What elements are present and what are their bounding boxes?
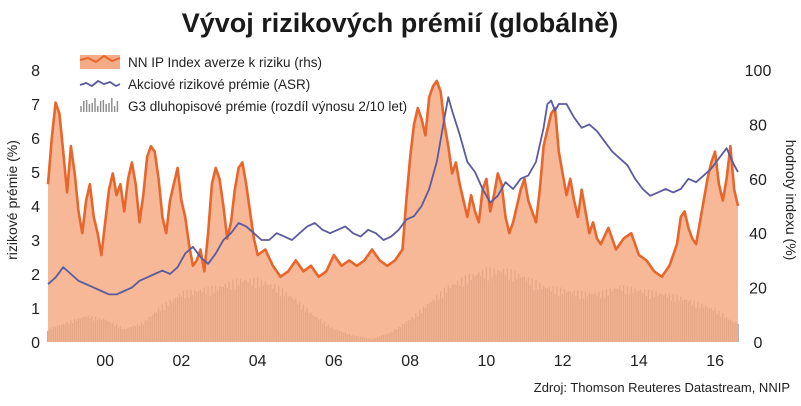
right-tick-label: 40 [749, 226, 767, 243]
legend-swatch-asr [79, 79, 121, 88]
x-tick-label: 10 [477, 353, 495, 370]
right-axis-ticks: 0 20 40 60 80 100 [745, 63, 772, 352]
x-tick-label: 04 [249, 353, 267, 370]
chart-title: Vývoj rizikových prémií (globálně) [182, 8, 619, 38]
legend-label-risk-aversion: NN IP Index averze k riziku (rhs) [128, 55, 322, 70]
x-axis-ticks: 00 02 04 06 08 10 12 14 16 [96, 353, 724, 370]
legend-label-asr: Akciové rizikové prémie (ASR) [128, 77, 310, 92]
risk-aversion-line [46, 79, 740, 278]
left-tick-label: 0 [31, 335, 40, 352]
right-axis-label: hodnoty indexu (%) [783, 140, 799, 261]
legend: NN IP Index averze k riziku (rhs) Akciov… [79, 54, 407, 114]
x-tick-label: 16 [706, 353, 724, 370]
risk-aversion-area [48, 80, 738, 343]
left-tick-label: 6 [31, 131, 40, 148]
equity-risk-premium-line [47, 96, 739, 296]
right-tick-label: 0 [754, 335, 763, 352]
x-tick-label: 06 [325, 353, 343, 370]
source-note: Zdroj: Thomson Reuteres Datastream, NNIP [534, 380, 790, 395]
x-tick-label: 08 [401, 353, 419, 370]
left-tick-label: 4 [31, 199, 40, 216]
legend-swatch-risk-aversion-line [79, 54, 121, 64]
left-tick-label: 2 [31, 267, 40, 284]
x-tick-label: 00 [96, 353, 114, 370]
left-axis-label: rizikové prémie (%) [4, 140, 20, 260]
left-tick-label: 8 [31, 63, 40, 80]
legend-swatch-bond [80, 98, 119, 112]
legend-label-bond: G3 dluhopisové prémie (rozdíl výnosu 2/1… [128, 99, 407, 114]
left-tick-label: 7 [31, 97, 40, 114]
x-tick-label: 14 [630, 353, 648, 370]
left-axis-ticks: 0 1 2 3 4 5 6 7 8 [31, 63, 40, 352]
x-tick-label: 02 [173, 353, 191, 370]
x-tick-label: 12 [554, 353, 572, 370]
right-tick-label: 80 [749, 117, 767, 134]
legend-swatch-risk-aversion [80, 55, 120, 69]
right-tick-label: 20 [749, 281, 767, 298]
left-tick-label: 3 [31, 233, 40, 250]
left-tick-label: 5 [31, 165, 40, 182]
left-tick-label: 1 [31, 301, 40, 318]
right-tick-label: 100 [745, 63, 772, 80]
right-tick-label: 60 [749, 172, 767, 189]
